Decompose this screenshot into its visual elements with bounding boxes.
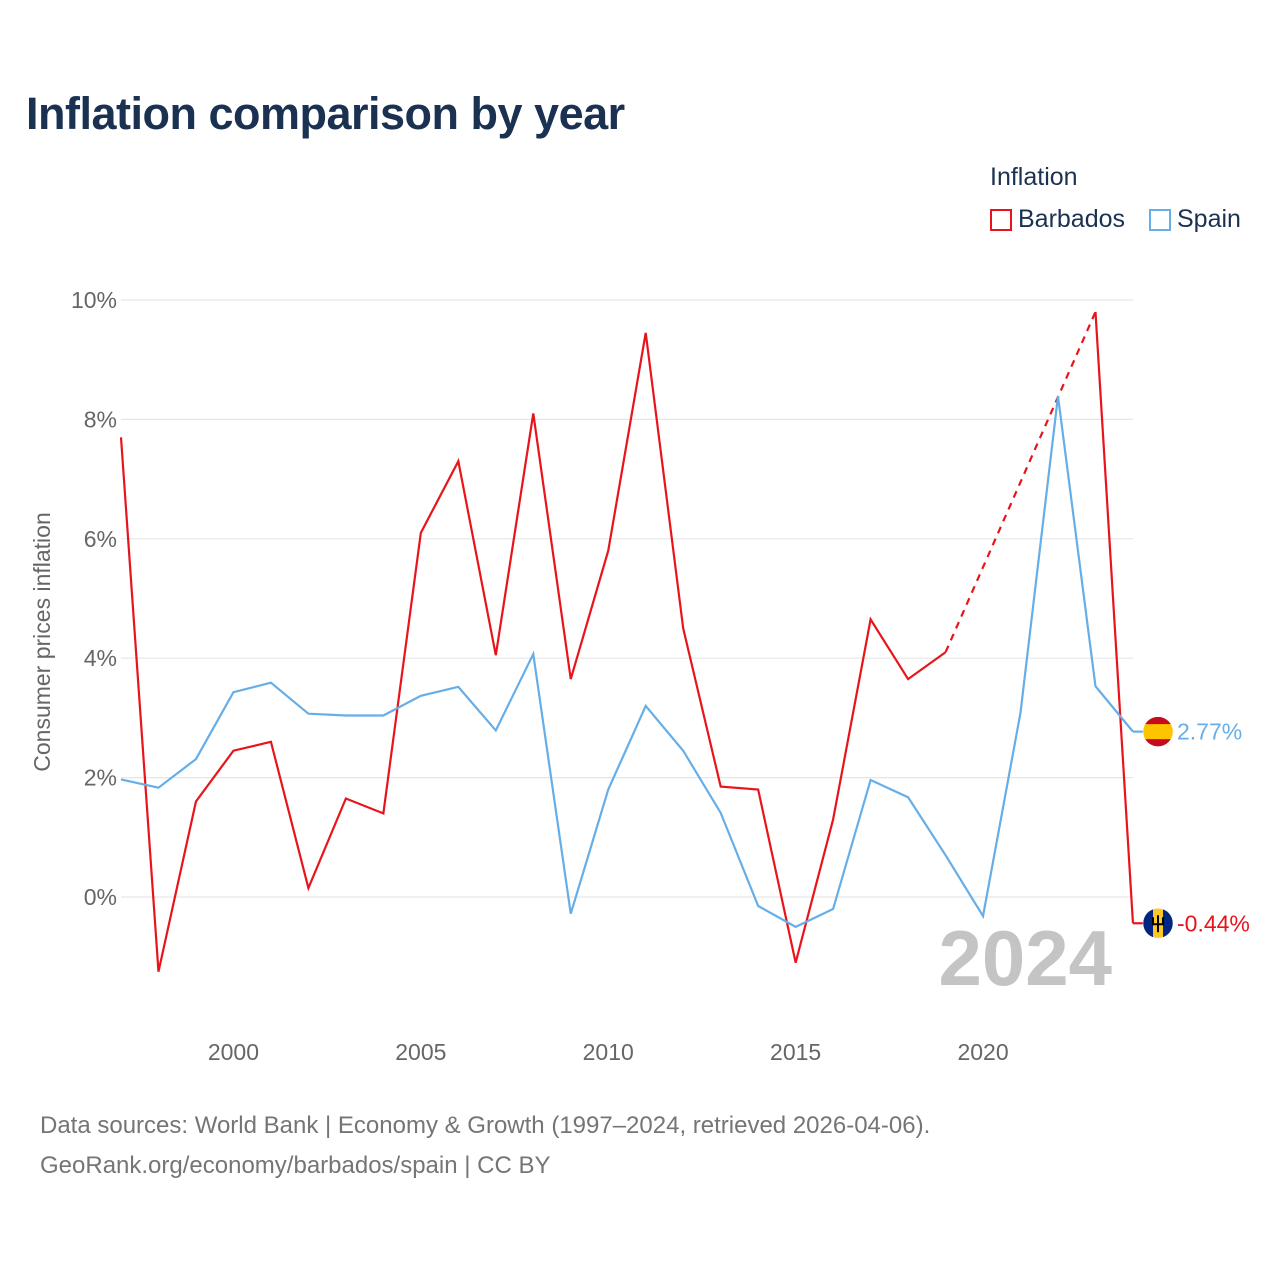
x-tick-label: 2000 bbox=[208, 1039, 259, 1065]
spain-flag-icon bbox=[1142, 716, 1174, 747]
legend-label-barbados: Barbados bbox=[1018, 205, 1126, 233]
legend-label-spain: Spain bbox=[1177, 205, 1241, 233]
sources-line-2[interactable]: GeoRank.org/economy/barbados/spain | CC … bbox=[40, 1152, 551, 1179]
data-sources: Data sources: World Bank | Economy & Gro… bbox=[40, 1106, 930, 1186]
end-label-barbados: -0.44% bbox=[1177, 910, 1250, 936]
y-tick-label: 0% bbox=[84, 884, 117, 910]
grid-lines bbox=[121, 299, 1133, 898]
legend-title: Inflation bbox=[990, 163, 1078, 191]
y-tick-label: 10% bbox=[71, 287, 117, 313]
sources-line-1: Data sources: World Bank | Economy & Gro… bbox=[40, 1112, 931, 1139]
legend-swatch-spain bbox=[1149, 208, 1171, 231]
y-tick-label: 8% bbox=[84, 406, 117, 432]
series-gap-barbados bbox=[944, 311, 1097, 653]
y-tick-label: 2% bbox=[84, 765, 117, 791]
legend-swatch-barbados bbox=[990, 208, 1012, 231]
x-tick-label: 2010 bbox=[583, 1039, 634, 1065]
y-axis-ticks: 0% 2% 4% 6% 8% 10% bbox=[71, 287, 117, 910]
x-axis-ticks: 2000 2005 2010 2015 2020 bbox=[208, 1039, 1009, 1065]
series-lines bbox=[119, 311, 1135, 972]
series-line-barbados-segment-1 bbox=[1094, 311, 1135, 924]
y-axis-label: Consumer prices inflation bbox=[29, 512, 55, 772]
series-line-spain-segment-0 bbox=[120, 395, 1134, 929]
chart-title: Inflation comparison by year bbox=[26, 88, 625, 139]
y-tick-label: 6% bbox=[84, 526, 117, 552]
end-markers: -0.44% 2.77% bbox=[1132, 716, 1250, 939]
x-tick-label: 2020 bbox=[957, 1039, 1008, 1065]
legend-item-barbados[interactable]: Barbados bbox=[990, 205, 1125, 234]
barbados-flag-icon bbox=[1142, 908, 1174, 939]
x-tick-label: 2005 bbox=[395, 1039, 446, 1065]
y-tick-label: 4% bbox=[84, 645, 117, 671]
end-label-spain: 2.77% bbox=[1177, 719, 1242, 745]
x-tick-label: 2015 bbox=[770, 1039, 821, 1065]
legend-item-spain[interactable]: Spain bbox=[1149, 205, 1241, 234]
series-line-barbados-segment-0 bbox=[119, 332, 947, 972]
current-year-watermark: 2024 bbox=[938, 914, 1112, 1002]
